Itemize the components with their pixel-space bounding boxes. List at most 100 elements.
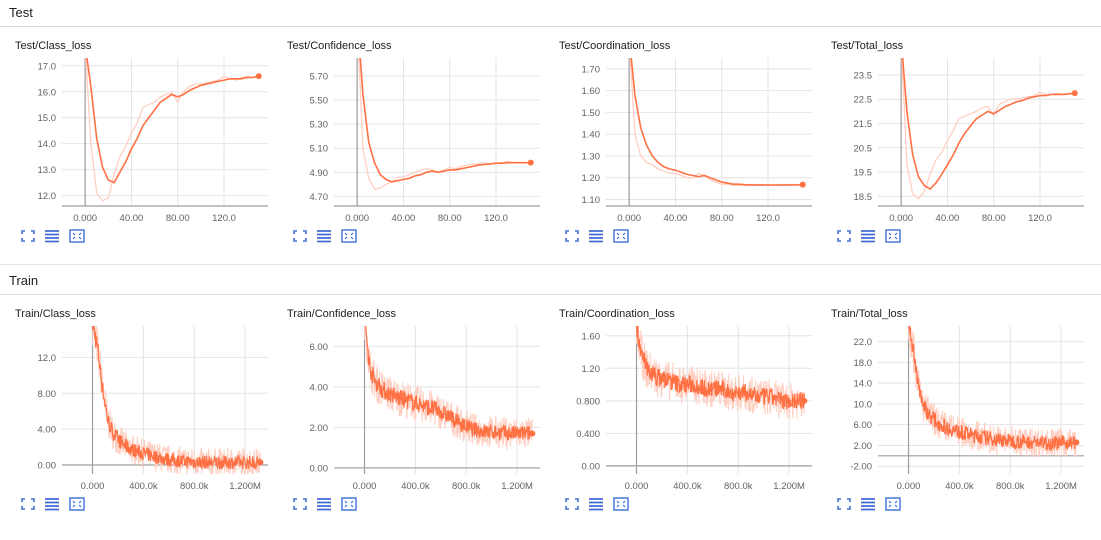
series-smoothed-line [86,58,259,184]
expand-icon [293,498,307,510]
chart-plot[interactable]: 18.5 19.5 20.5 21.5 22.5 23.5 0.000 40.00 80.00 1… [816,36,1088,226]
expand-button[interactable] [564,229,580,243]
chart-plot[interactable]: 12.0 13.0 14.0 15.0 16.0 17.0 0.000 40.00 80.00 1… [0,36,272,226]
x-tick-label: 0.000 [889,213,913,224]
fit-domain-icon [69,497,85,511]
chart-title: Train/Class_loss [15,308,96,320]
x-tick-label: 120.0 [756,213,780,224]
x-tick-label: 1.200M [229,481,261,492]
chart-card: Test/Confidence_loss 4.70 4.90 5.10 5.30 5.50… [272,36,544,272]
list-button[interactable] [316,229,332,243]
y-tick-label: 0.00 [310,463,329,474]
list-icon [45,498,59,511]
expand-button[interactable] [292,229,308,243]
chart-plot[interactable]: 1.10 1.20 1.30 1.40 1.50 1.60 1.70 0.000 40.00 80… [544,36,816,226]
expand-icon [21,230,35,242]
chart-plot[interactable]: 0.00 4.00 8.00 12.0 0.000 400.0k 800.0k 1.200M [0,304,272,494]
x-tick-label: 40.00 [936,213,960,224]
section-header-train[interactable]: Train [0,268,1101,295]
y-tick-label: 4.00 [38,425,57,436]
list-icon [589,498,603,511]
chart-title: Test/Coordination_loss [559,40,671,52]
x-tick-label: 120.0 [484,213,508,224]
fit-domain-button[interactable] [613,497,629,511]
x-tick-label: 1.200M [501,481,533,492]
expand-icon [565,230,579,242]
x-tick-label: 800.0k [452,481,481,492]
y-tick-label: 5.30 [310,120,329,131]
fit-domain-button[interactable] [341,497,357,511]
y-tick-label: 1.30 [582,151,601,162]
expand-icon [837,230,851,242]
y-tick-label: 16.0 [38,87,57,98]
list-button[interactable] [860,497,876,511]
y-tick-label: 4.70 [310,192,329,203]
series-smoothed-line [92,326,261,471]
chart-plot[interactable]: -2.00 2.00 6.00 10.0 14.0 18.0 22.0 0.000 400.0k… [816,304,1088,494]
series-smoothed-line [901,58,1075,191]
x-tick-label: 120.0 [212,213,236,224]
series-smoothed-line [359,58,531,183]
series-end-point [1073,439,1080,446]
fit-domain-icon [885,229,901,243]
section-title: Train [9,273,39,288]
y-tick-label: 18.5 [854,192,873,203]
expand-button[interactable] [292,497,308,511]
list-button[interactable] [588,497,604,511]
fit-domain-button[interactable] [613,229,629,243]
y-tick-label: 5.10 [310,144,329,155]
list-button[interactable] [588,229,604,243]
list-button[interactable] [860,229,876,243]
chart-card: Train/Class_loss 0.00 4.00 8.00 12.0 0.000 400… [0,304,272,540]
x-tick-label: 800.0k [180,481,209,492]
chart-plot[interactable]: 4.70 4.90 5.10 5.30 5.50 5.70 0.000 40.00 80.00 1… [272,36,544,226]
list-button[interactable] [44,497,60,511]
list-icon [589,230,603,243]
expand-button[interactable] [836,497,852,511]
y-tick-label: 14.0 [38,139,57,150]
expand-button[interactable] [836,229,852,243]
series-end-point [527,159,534,166]
expand-button[interactable] [564,497,580,511]
y-tick-label: 6.00 [854,420,873,431]
y-tick-label: 0.400 [576,429,600,440]
expand-button[interactable] [20,497,36,511]
fit-domain-button[interactable] [885,497,901,511]
series-end-point [801,397,808,404]
list-button[interactable] [44,229,60,243]
y-tick-label: 19.5 [854,168,873,179]
series-end-point [255,73,262,80]
chart-plot[interactable]: 0.00 2.00 4.00 6.00 0.000 400.0k 800.0k 1.200M [272,304,544,494]
expand-icon [837,498,851,510]
fit-domain-button[interactable] [69,229,85,243]
chart-title: Test/Total_loss [831,40,904,52]
y-tick-label: 1.60 [582,331,601,342]
chart-card: Test/Coordination_loss 1.10 1.20 1.30 1.40 1.… [544,36,816,272]
y-tick-label: 5.70 [310,72,329,83]
fit-domain-button[interactable] [341,229,357,243]
section-header-test[interactable]: Test [0,0,1101,27]
y-tick-label: 14.0 [854,379,873,390]
y-tick-label: 23.5 [854,70,873,81]
y-tick-label: 17.0 [38,61,57,72]
y-tick-label: 13.0 [38,165,57,176]
y-tick-label: 2.00 [854,441,873,452]
series-raw-line [358,58,531,190]
series-smoothed-line [630,58,803,186]
chart-card: Train/Confidence_loss 0.00 2.00 4.00 6.00 0.0… [272,304,544,540]
x-tick-label: 400.0k [673,481,702,492]
y-tick-label: 4.00 [310,382,329,393]
chart-plot[interactable]: 0.00 0.400 0.800 1.20 1.60 0.000 400.0k 800.0k 1… [544,304,816,494]
x-tick-label: 1.200M [773,481,805,492]
section-title: Test [9,5,33,20]
expand-button[interactable] [20,229,36,243]
fit-domain-button[interactable] [885,229,901,243]
y-tick-label: 21.5 [854,119,873,130]
list-button[interactable] [316,497,332,511]
x-tick-label: 0.000 [897,481,921,492]
fit-domain-button[interactable] [69,497,85,511]
x-tick-label: 80.00 [710,213,734,224]
series-end-point [1071,90,1078,97]
y-tick-label: 1.20 [582,173,601,184]
series-raw-line [85,58,259,202]
